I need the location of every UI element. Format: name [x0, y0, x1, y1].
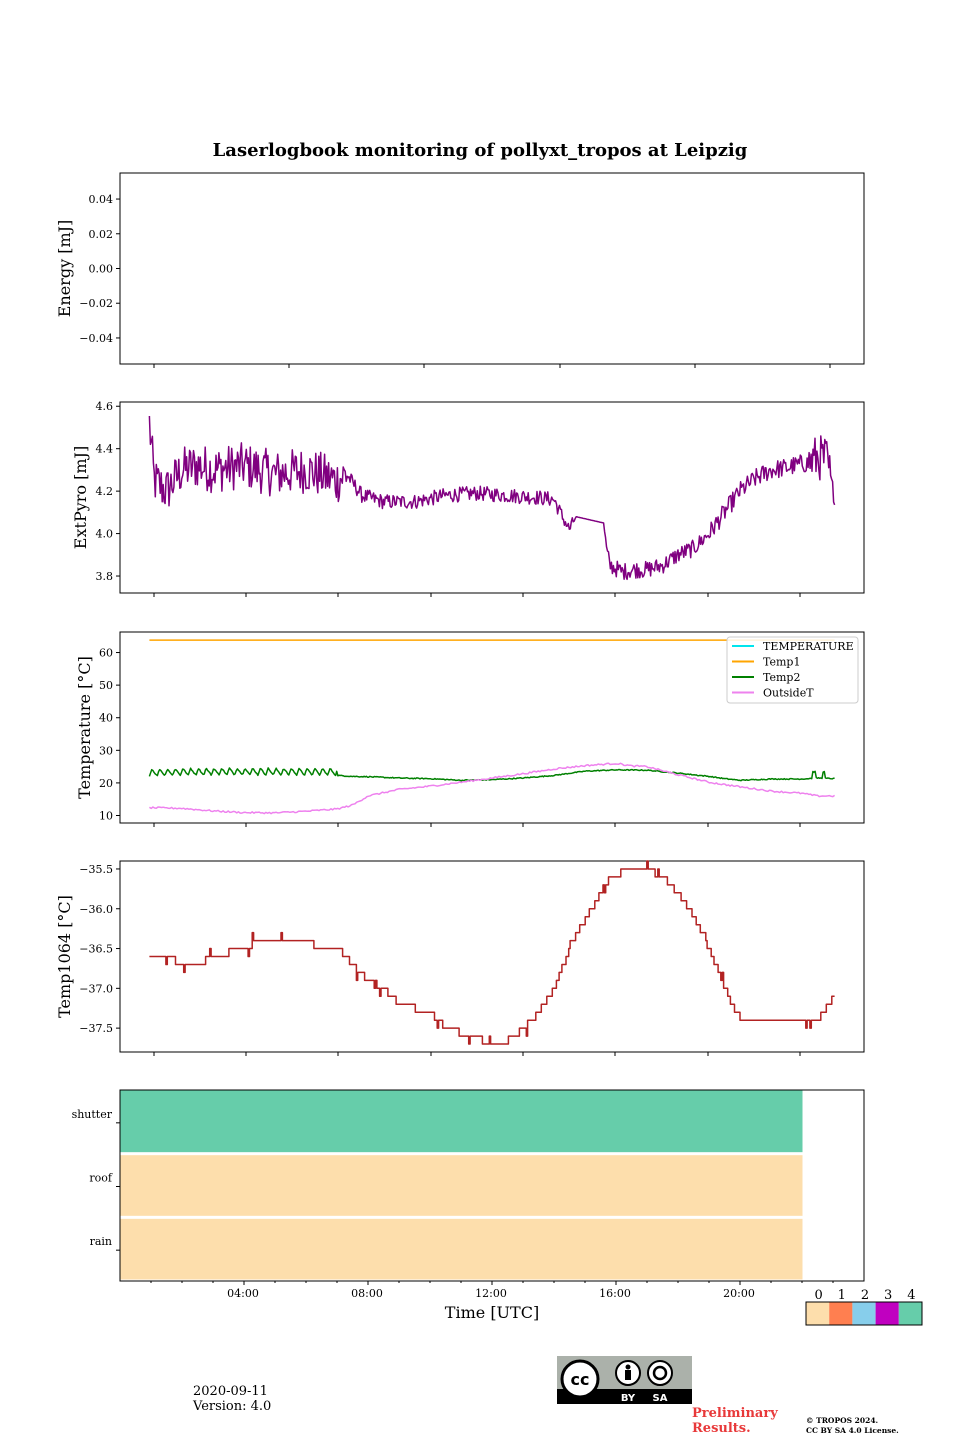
y-tick-label: −0.02	[79, 297, 113, 310]
y-tick-label: −37.0	[79, 982, 113, 995]
legend-entry-outsidet: OutsideT	[763, 687, 814, 700]
colorbar-swatch-4	[898, 1302, 922, 1325]
y-tick-label: 0.00	[89, 263, 114, 276]
y-axis-label: Temperature [°C]	[75, 656, 94, 799]
panel-temperature: 60 50 40 30 20 10 Temperature [°C] TEMPERATURE T…	[75, 631, 865, 827]
y-tick-label: −36.5	[79, 943, 113, 956]
preliminary-line-2: Results.	[692, 1421, 751, 1436]
copyright-notice: © TROPOS 2024. CC BY SA 4.0 License.	[806, 1416, 899, 1436]
y-tick-label: −35.5	[79, 863, 113, 876]
colorbar-label-0: 0	[814, 1288, 822, 1303]
status-row-label-shutter: shutter	[72, 1108, 113, 1121]
y-tick-label: 0.02	[89, 228, 114, 241]
y-tick-label: 50	[99, 679, 113, 692]
sa-icon-arrow	[652, 1365, 668, 1381]
colorbar-frame	[805, 1301, 923, 1326]
panel-extpyro: 4.6 4.4 4.2 4.0 3.8 ExtPyro [mJ]	[71, 400, 865, 597]
y-tick-label: −37.5	[79, 1022, 113, 1035]
y-tick-label: 4.6	[96, 400, 114, 413]
colorbar-label-1: 1	[838, 1288, 846, 1303]
series-line-extpyro	[148, 415, 836, 581]
axes-frame-temp1064	[119, 860, 865, 1053]
colorbar-swatch-0	[806, 1302, 830, 1325]
preliminary-line-1: Preliminary	[692, 1406, 778, 1421]
y-axis-label: Energy [mJ]	[55, 220, 74, 318]
status-bar-rain	[120, 1218, 803, 1280]
badge-sa-label: SA	[653, 1393, 668, 1404]
y-axis-label: ExtPyro [mJ]	[71, 446, 90, 549]
copyright-line-2: CC BY SA 4.0 License.	[806, 1426, 899, 1435]
by-icon-head	[625, 1364, 631, 1370]
axes-frame-temperature	[119, 631, 865, 824]
footer-date: 2020-09-11	[193, 1384, 268, 1399]
status-row-label-roof: roof	[89, 1172, 113, 1185]
axes-frame-energy	[119, 172, 865, 365]
x-tick-label: 20:00	[723, 1287, 755, 1300]
y-axis-label: Temp1064 [°C]	[55, 895, 74, 1018]
cc-by-sa-license-badge: cc BY SA	[557, 1356, 692, 1404]
y-tick-label: 4.2	[96, 485, 114, 498]
badge-by-label: BY	[621, 1393, 636, 1404]
colorbar-label-4: 4	[907, 1288, 915, 1303]
status-row-label-rain: rain	[90, 1235, 112, 1248]
series-line-temp2	[148, 767, 835, 782]
y-tick-label: 40	[99, 712, 113, 725]
legend-entry-temperature: TEMPERATURE	[763, 640, 854, 653]
y-tick-label: 60	[99, 647, 113, 660]
x-tick-label: 16:00	[599, 1287, 631, 1300]
colorbar-label-3: 3	[884, 1288, 892, 1303]
legend-box	[726, 636, 859, 704]
footer-date-version: 2020-09-11 Version: 4.0	[193, 1384, 271, 1414]
series-line-temp1064	[149, 860, 835, 1045]
panel-temp1064: −35.5 −36.0 −36.5 −37.0 −37.5 Temp1064 [°C]	[55, 860, 865, 1056]
y-tick-label: −36.0	[79, 903, 113, 916]
y-tick-label: −0.04	[79, 332, 113, 345]
colorbar-swatch-2	[852, 1302, 876, 1325]
y-tick-label: 4.4	[96, 443, 114, 456]
status-bar-shutter	[120, 1090, 803, 1153]
colorbar-swatch-3	[875, 1302, 899, 1325]
y-tick-label: 0.04	[89, 193, 114, 206]
y-tick-label: 10	[99, 810, 113, 823]
y-tick-label: 3.8	[96, 570, 114, 583]
x-tick-label: 04:00	[227, 1287, 259, 1300]
figure-title: Laserlogbook monitoring of pollyxt_tropo…	[212, 140, 748, 161]
panel-status: shutter roof rain 04:00 08:00 12:00 16:00 20:00…	[72, 1089, 923, 1326]
cc-icon-letters: cc	[571, 1370, 590, 1389]
cc-icon	[560, 1359, 600, 1399]
panel-energy: 0.04 0.02 0.00 −0.02 −0.04 Energy [mJ]	[55, 172, 865, 368]
legend-entry-temp1: Temp1	[763, 656, 800, 669]
y-tick-label: 30	[99, 744, 113, 757]
by-icon-body	[625, 1370, 631, 1380]
legend-entry-temp2: Temp2	[763, 671, 800, 684]
x-tick-label: 12:00	[475, 1287, 507, 1300]
x-axis-label: Time [UTC]	[445, 1303, 539, 1322]
y-tick-label: 4.0	[96, 528, 114, 541]
sa-icon	[647, 1360, 673, 1386]
series-line-outsidet	[149, 762, 836, 815]
y-tick-label: 20	[99, 777, 113, 790]
status-bar-roof	[120, 1155, 803, 1216]
colorbar-label-2: 2	[861, 1288, 869, 1303]
axes-frame-extpyro	[119, 401, 865, 594]
preliminary-notice: Preliminary Results.	[692, 1406, 778, 1436]
footer-version: Version: 4.0	[193, 1399, 272, 1414]
x-tick-label: 08:00	[351, 1287, 383, 1300]
colorbar-swatch-1	[829, 1302, 853, 1325]
copyright-line-1: © TROPOS 2024.	[806, 1416, 879, 1425]
